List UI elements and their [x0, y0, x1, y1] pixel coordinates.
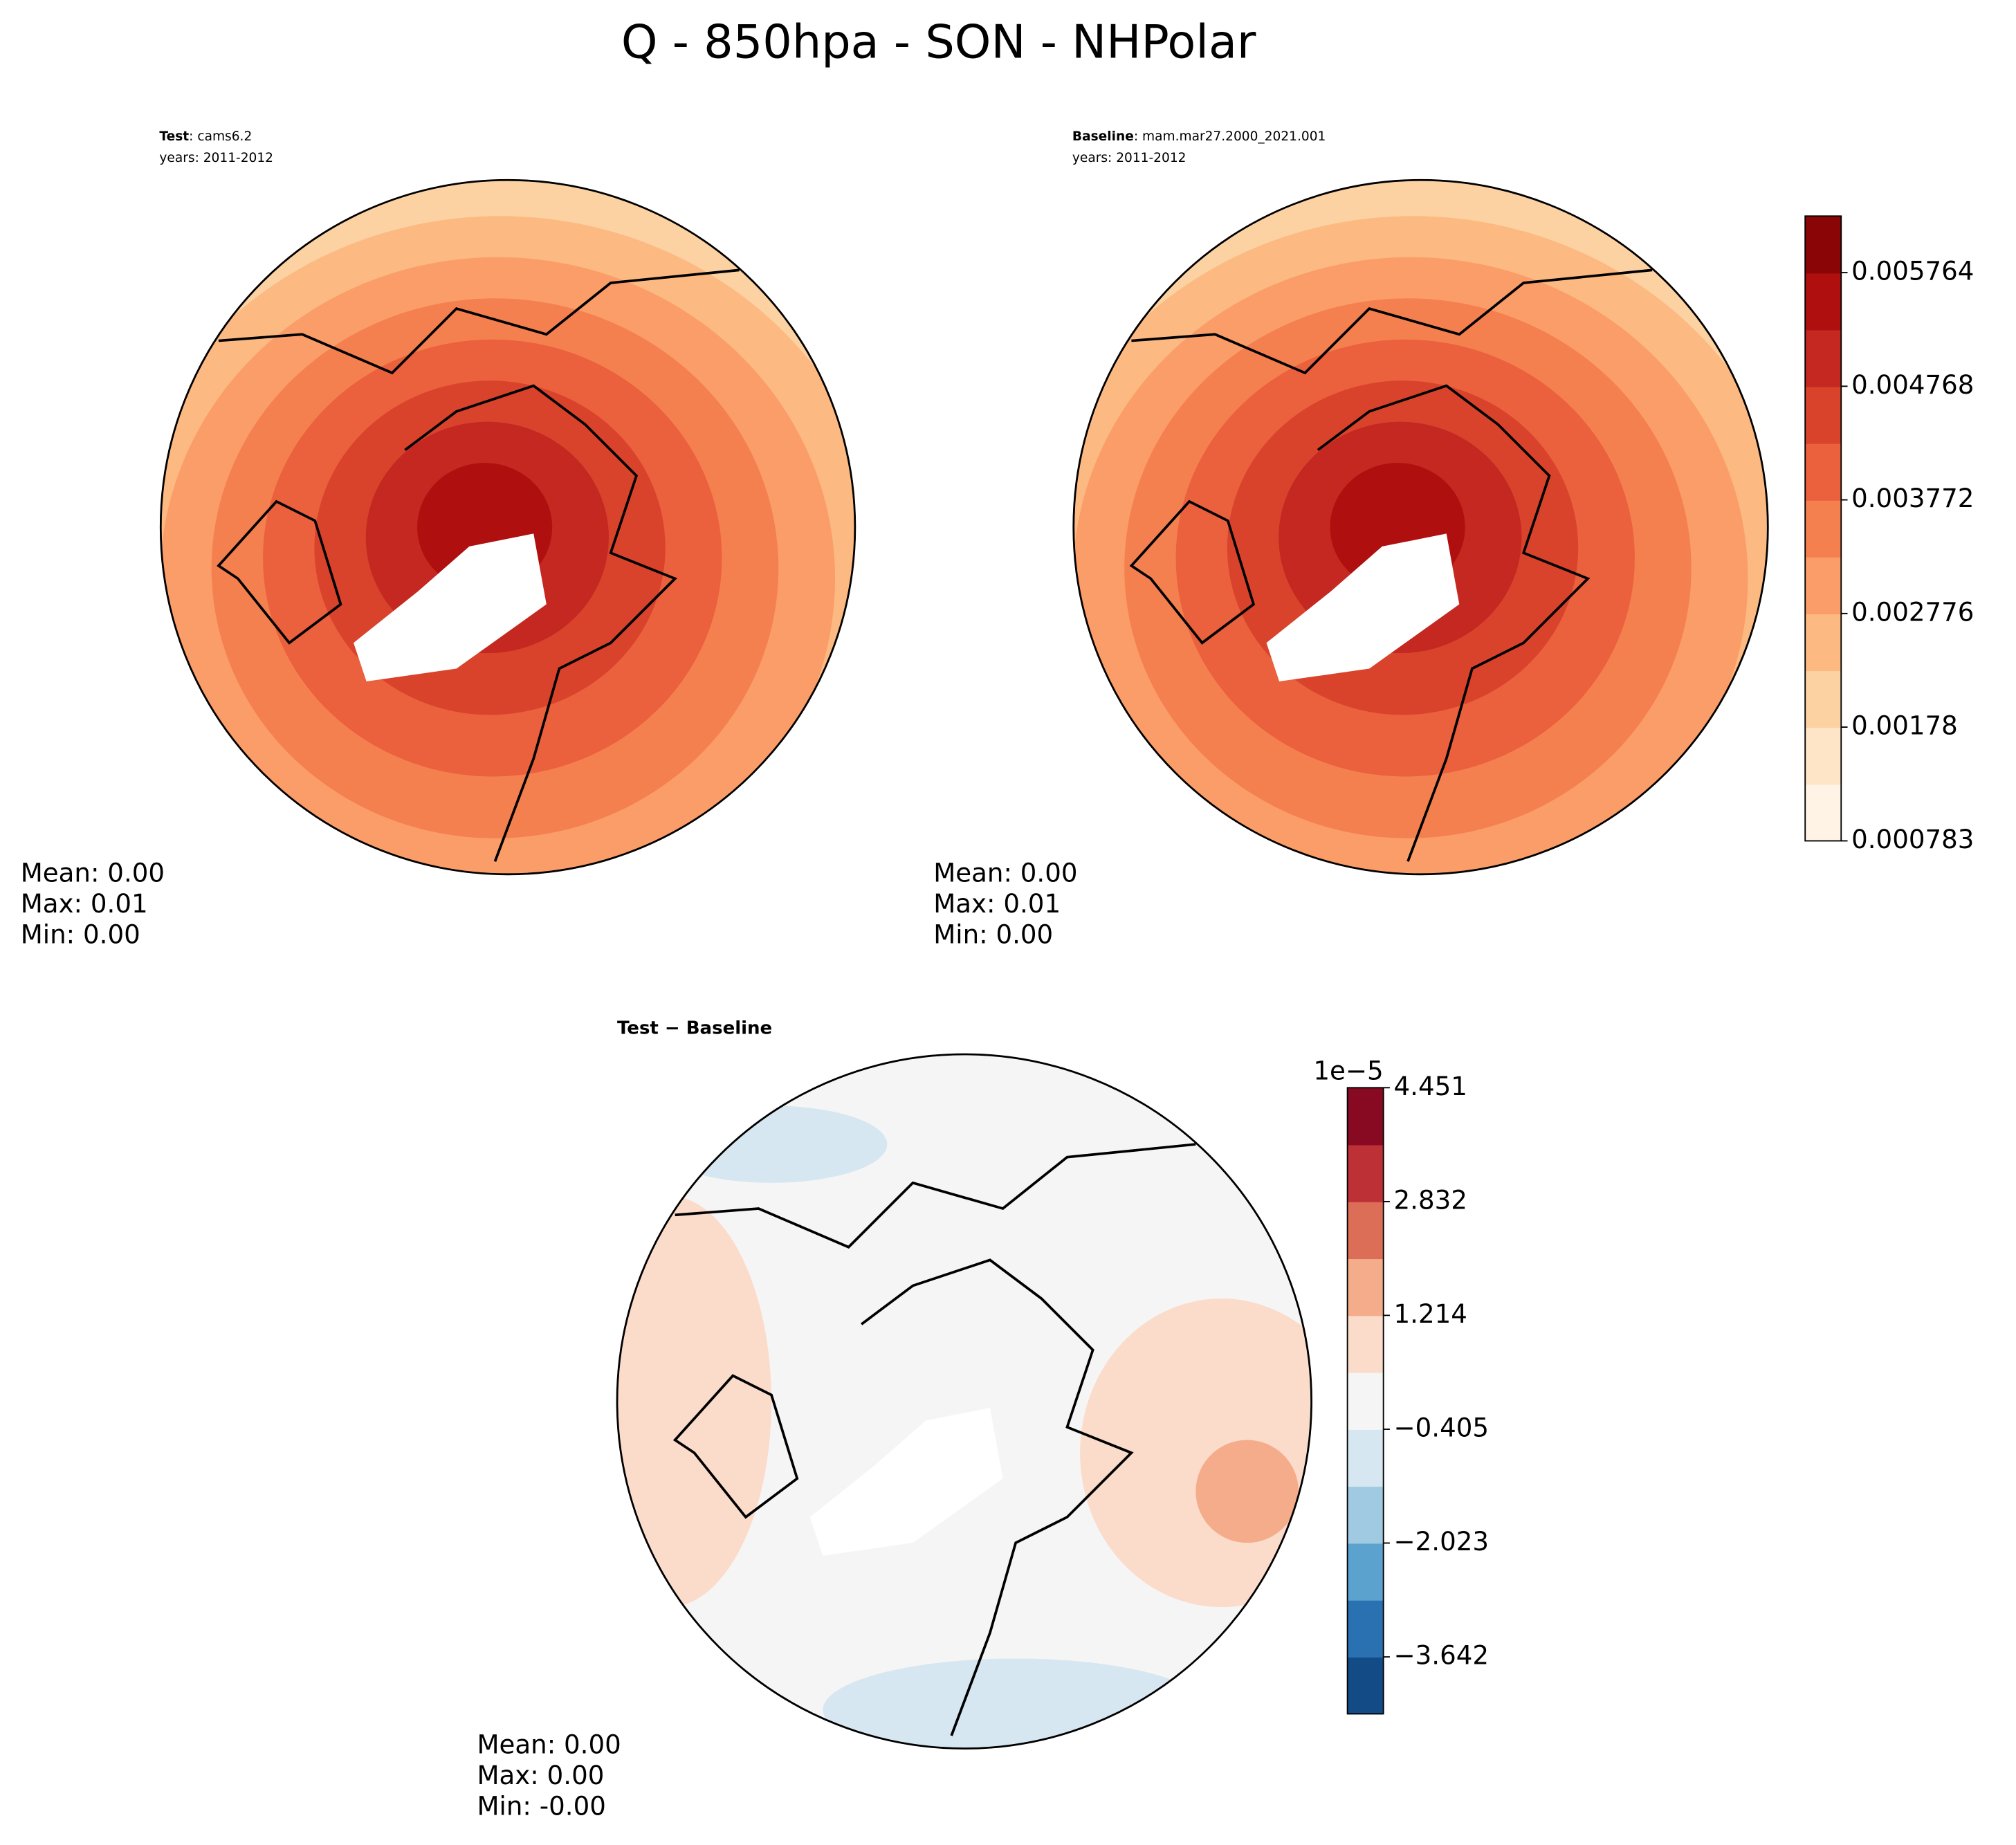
map [1073, 180, 1768, 874]
contour-band [1195, 1440, 1299, 1543]
colorbar-band [1805, 727, 1842, 785]
colorbar-band [1805, 670, 1842, 728]
figure-title: Q - 850hpa - SON - NHPolar [621, 15, 1256, 69]
panel-name: : cams6.2 [189, 129, 252, 144]
panel-title: Test − Baseline [617, 1018, 772, 1038]
colorbar-band [1347, 1372, 1384, 1430]
stat: Min: 0.00 [21, 920, 140, 950]
panel-name: : mam.mar27.2000_2021.001 [1134, 129, 1326, 144]
colorbar-band [1347, 1315, 1384, 1373]
stat: Max: 0.00 [477, 1761, 604, 1790]
colorbar-band [1805, 216, 1842, 274]
map-border [1072, 178, 1769, 876]
greenland [354, 533, 547, 682]
panel-years: years: 2011-2012 [159, 151, 273, 165]
colorbar-frame [1804, 215, 1842, 842]
colorbar-band [1805, 614, 1842, 672]
colorbar-tick-label: −0.405 [1394, 1413, 1490, 1443]
colorbar-band [1347, 1144, 1384, 1202]
stat: Max: 0.01 [21, 889, 148, 919]
colorbar-band [1805, 329, 1842, 387]
stat: Mean: 0.00 [477, 1729, 621, 1759]
colorbar-band [1347, 1657, 1384, 1715]
colorbar-tick-label: 0.002776 [1851, 597, 1974, 627]
stat: Min: -0.00 [477, 1792, 605, 1821]
coastline [1129, 268, 1653, 862]
colorbar-band [1347, 1486, 1384, 1544]
stat: Mean: 0.00 [933, 858, 1077, 888]
colorbar-tick-label: 0.003772 [1851, 484, 1974, 513]
contour-band [655, 1105, 888, 1183]
map [617, 1054, 1312, 1749]
colorbar-tick-label: −2.023 [1394, 1527, 1490, 1557]
map-border [159, 178, 856, 876]
map-border [616, 1053, 1312, 1750]
colorbar-tick-label: 0.000783 [1851, 825, 1974, 854]
colorbar-band [1347, 1543, 1384, 1601]
colorbar-band [1347, 1429, 1384, 1487]
colorbar-offset: 1e−5 [1313, 1056, 1383, 1086]
colorbar-frame [1346, 1087, 1384, 1715]
stat: Min: 0.00 [933, 920, 1053, 950]
greenland [809, 1408, 1003, 1556]
coastline [672, 1143, 1196, 1736]
colorbar-tick-label: 4.451 [1394, 1072, 1467, 1101]
colorbar-band [1347, 1087, 1384, 1146]
panel-years: years: 2011-2012 [1072, 151, 1186, 165]
colorbar-band [1805, 443, 1842, 501]
map [161, 180, 855, 874]
contour-band [823, 1658, 1209, 1749]
coastline [217, 268, 740, 862]
colorbar-tick-label: 2.832 [1394, 1185, 1467, 1215]
colorbar-band [1347, 1258, 1384, 1316]
colorbar-tick-label: −3.642 [1394, 1641, 1490, 1671]
colorbar-tick-label: 0.005764 [1851, 257, 1974, 286]
panel-title: Baseline: mam.mar27.2000_2021.001 [1072, 129, 1326, 144]
panel-label: Test [159, 129, 189, 144]
colorbar-tick-label: 0.00178 [1851, 711, 1958, 741]
greenland [1266, 533, 1460, 682]
colorbar-band [1805, 556, 1842, 614]
colorbar-band [1805, 273, 1842, 331]
colorbar-tick-label: 0.004768 [1851, 370, 1974, 400]
panel-label: Baseline [1072, 129, 1134, 144]
stat: Max: 0.01 [933, 889, 1061, 919]
stat: Mean: 0.00 [21, 858, 165, 888]
colorbar-band [1805, 386, 1842, 444]
colorbar-band [1805, 784, 1842, 842]
colorbar-band [1347, 1599, 1384, 1658]
contour-band [617, 1195, 772, 1608]
colorbar-tick-label: 1.214 [1394, 1299, 1467, 1329]
colorbar-band [1347, 1201, 1384, 1260]
colorbar-band [1805, 499, 1842, 558]
panel-title: Test: cams6.2 [159, 129, 252, 144]
